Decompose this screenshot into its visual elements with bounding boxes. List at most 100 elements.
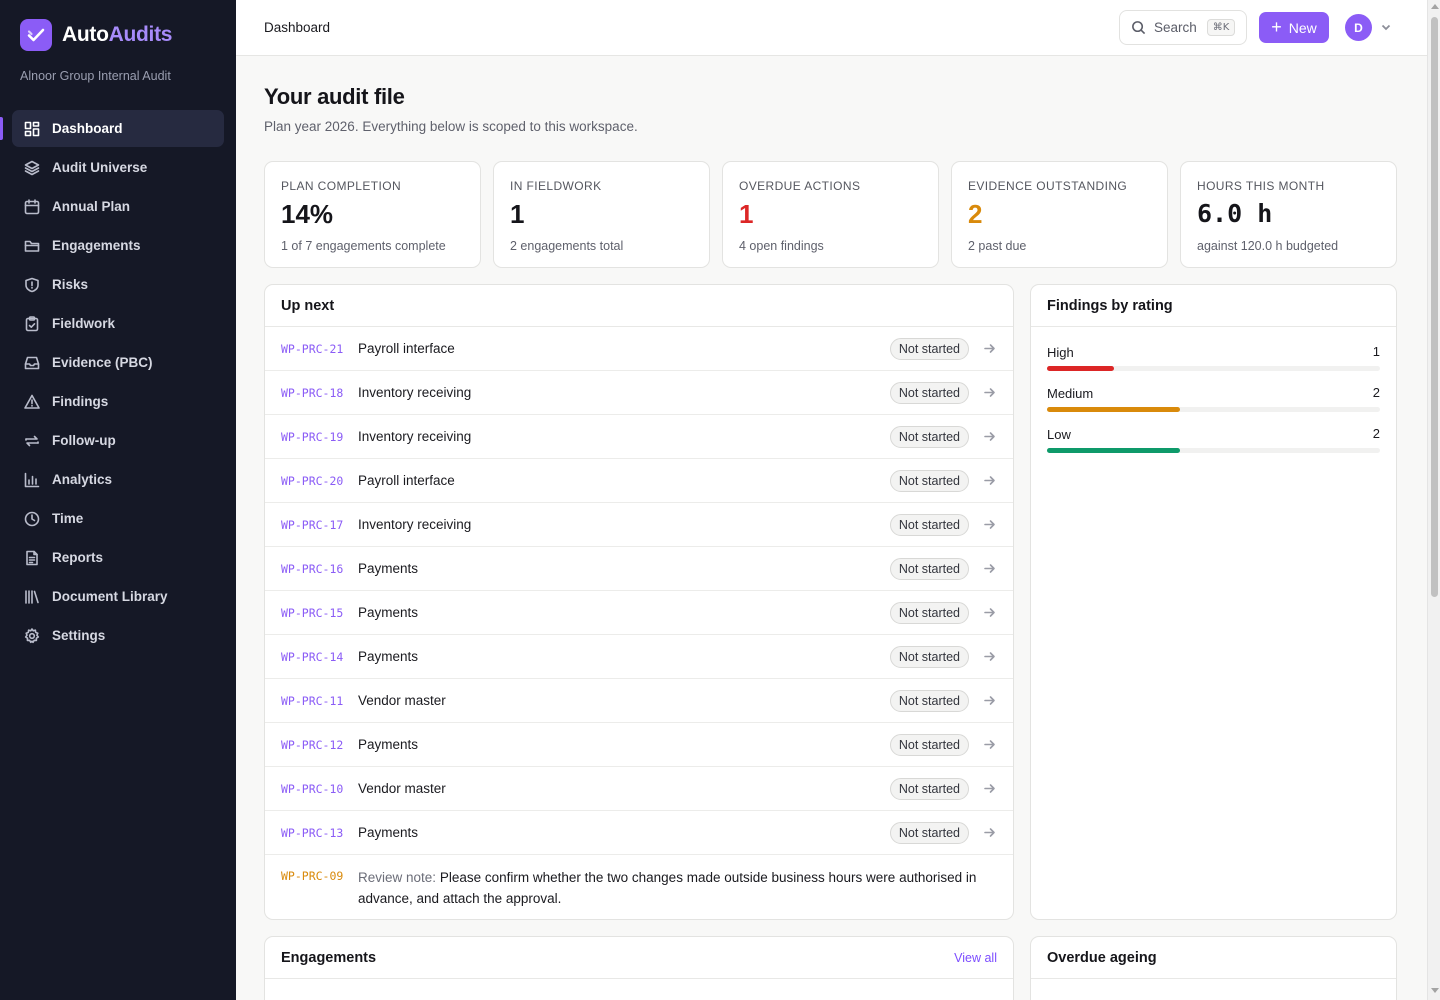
review-note-code[interactable]: WP-PRC-09 [281,869,344,883]
sidebar-item-label: Engagements [52,238,141,253]
up-next-item[interactable]: WP-PRC-18 Inventory receiving Not started [265,371,1013,415]
sidebar-item-label: Follow-up [52,433,116,448]
up-next-item[interactable]: WP-PRC-21 Payroll interface Not started [265,327,1013,371]
stat-note: against 120.0 h budgeted [1197,239,1339,253]
up-next-item[interactable]: WP-PRC-12 Payments Not started [265,723,1013,767]
work-paper-code[interactable]: WP-PRC-12 [281,737,344,752]
arrow-right-icon[interactable] [983,342,996,355]
work-paper-code[interactable]: WP-PRC-20 [281,473,344,488]
arrow-right-icon[interactable] [983,826,996,839]
findings-by-rating-card: Findings by rating High 1 Medium 2 Low 2 [1030,284,1397,920]
rating-name: Low [1047,427,1071,442]
sidebar-item-label: Annual Plan [52,199,131,214]
arrow-right-icon[interactable] [983,694,996,707]
review-note-item[interactable]: WP-PRC-09 Review note: Please confirm wh… [265,855,1013,909]
arrow-right-icon[interactable] [983,518,996,531]
sidebar-item-document-library[interactable]: Document Library [12,578,224,615]
sidebar-item-engagements[interactable]: Engagements [12,227,224,264]
search-label: Search [1154,20,1197,35]
stat-value: 6.0 h [1197,199,1273,228]
page-scrollbar[interactable] [1427,0,1440,1000]
brand-name: AutoAudits [62,23,173,46]
up-next-item[interactable]: WP-PRC-15 Payments Not started [265,591,1013,635]
sidebar-item-fieldwork[interactable]: Fieldwork [12,305,224,342]
scroll-thumb[interactable] [1431,17,1438,597]
sidebar-item-annual-plan[interactable]: Annual Plan [12,188,224,225]
arrow-right-icon[interactable] [983,474,996,487]
work-paper-code[interactable]: WP-PRC-19 [281,429,344,444]
status-badge: Not started [889,602,969,624]
stat-value: 1 [739,199,754,229]
sidebar-item-reports[interactable]: Reports [12,539,224,576]
sidebar-item-label: Risks [52,277,89,292]
shield-icon [24,277,40,293]
work-paper-code[interactable]: WP-PRC-17 [281,517,344,532]
layers-icon [24,160,40,176]
calendar-icon [24,198,40,215]
stat-value: 2 [968,199,983,229]
scroll-down-icon[interactable] [1431,988,1439,993]
overdue-ageing-card: Overdue ageing [1030,936,1397,1000]
sidebar-item-follow-up[interactable]: Follow-up [12,422,224,459]
arrow-right-icon[interactable] [983,782,996,795]
sidebar: AutoAudits Alnoor Group Internal Audit D… [0,0,236,1000]
work-paper-code[interactable]: WP-PRC-13 [281,825,344,840]
up-next-item[interactable]: WP-PRC-13 Payments Not started [265,811,1013,855]
rating-bar-track [1047,366,1380,371]
up-next-item[interactable]: WP-PRC-10 Vendor master Not started [265,767,1013,811]
up-next-item[interactable]: WP-PRC-16 Payments Not started [265,547,1013,591]
work-paper-title: Payments [358,737,419,752]
work-paper-code[interactable]: WP-PRC-21 [281,341,344,356]
rating-row-high: High 1 [1031,327,1396,371]
up-next-item[interactable]: WP-PRC-17 Inventory receiving Not started [265,503,1013,547]
plus-icon: + [1271,16,1282,37]
up-next-item[interactable]: WP-PRC-14 Payments Not started [265,635,1013,679]
arrow-right-icon[interactable] [983,430,996,443]
status-badge: Not started [889,470,969,492]
view-all-link[interactable]: View all [954,950,997,965]
search-button[interactable]: Search ⌘K [1119,10,1247,45]
sidebar-item-analytics[interactable]: Analytics [12,461,224,498]
sidebar-item-findings[interactable]: Findings [12,383,224,420]
arrow-right-icon[interactable] [983,562,996,575]
sidebar-item-dashboard[interactable]: Dashboard [0,110,224,147]
arrow-right-icon[interactable] [983,650,996,663]
arrow-right-icon[interactable] [983,738,996,751]
stat-value: 14% [281,199,334,229]
sidebar-item-settings[interactable]: Settings [12,617,224,654]
work-paper-code[interactable]: WP-PRC-11 [281,693,344,708]
work-paper-code[interactable]: WP-PRC-18 [281,385,344,400]
work-paper-code[interactable]: WP-PRC-10 [281,781,344,796]
arrow-right-icon[interactable] [983,386,996,399]
sidebar-item-label: Fieldwork [52,316,116,331]
card-title: Overdue ageing [1031,937,1396,979]
sidebar-nav: Dashboard Audit Universe Annual Plan Eng… [0,110,224,656]
sidebar-item-label: Evidence (PBC) [52,355,153,370]
work-paper-code[interactable]: WP-PRC-14 [281,649,344,664]
sidebar-item-risks[interactable]: Risks [12,266,224,303]
stat-note: 4 open findings [739,239,824,253]
up-next-item[interactable]: WP-PRC-19 Inventory receiving Not started [265,415,1013,459]
sidebar-item-time[interactable]: Time [12,500,224,537]
brand[interactable]: AutoAudits [20,19,172,51]
sidebar-item-audit-universe[interactable]: Audit Universe [12,149,224,186]
new-button[interactable]: + New [1259,12,1329,43]
clipboard-icon [24,315,40,332]
stat-label: In fieldwork [510,179,602,193]
warning-icon [24,394,40,410]
scroll-up-icon[interactable] [1431,4,1439,9]
arrow-right-icon[interactable] [983,606,996,619]
work-paper-code[interactable]: WP-PRC-15 [281,605,344,620]
avatar[interactable]: D [1345,14,1372,41]
up-next-item[interactable]: WP-PRC-11 Vendor master Not started [265,679,1013,723]
rating-row-medium: Medium 2 [1031,368,1396,412]
work-paper-code[interactable]: WP-PRC-16 [281,561,344,576]
status-badge: Not started [889,338,969,360]
work-paper-title: Inventory receiving [358,429,472,444]
new-button-label: New [1288,19,1317,36]
stat-value: 1 [510,199,525,229]
card-title: Engagements [281,949,377,966]
sidebar-item-evidence[interactable]: Evidence (PBC) [12,344,224,381]
chevron-down-icon[interactable] [1380,21,1392,33]
up-next-item[interactable]: WP-PRC-20 Payroll interface Not started [265,459,1013,503]
